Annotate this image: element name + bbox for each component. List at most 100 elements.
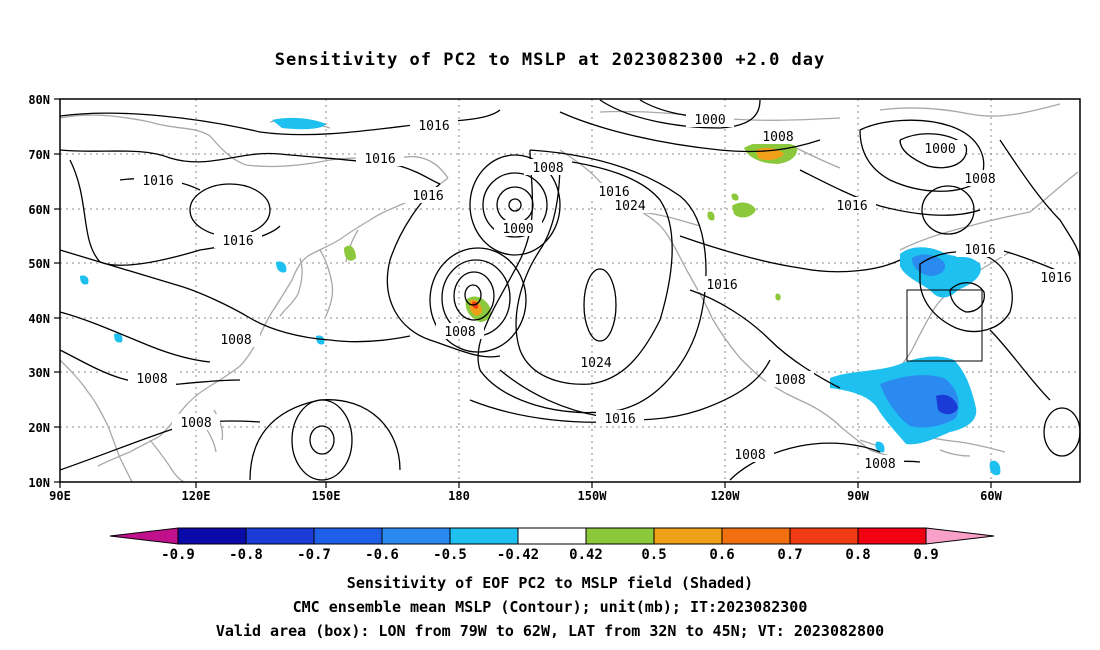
- colorbar-swatch: [517, 527, 587, 545]
- mslp-contours: [59, 99, 1081, 481]
- shading-negative-caribbean-mid: [880, 375, 959, 428]
- lat-label: 20N: [28, 421, 50, 435]
- map-panel: 1016 1016 1016 1016 1016 1008 1000 1008 …: [54, 98, 1081, 488]
- colorbar-label: -0.8: [229, 547, 263, 563]
- shading-negative-small-5: [316, 335, 325, 345]
- contour-label-text: 1016: [604, 412, 635, 427]
- shading-positive-small-3: [775, 293, 781, 301]
- lat-label: 60N: [28, 203, 50, 217]
- colorbar-end-high: [925, 527, 995, 545]
- contour-label-text: 1016: [412, 189, 443, 204]
- shading-negative-small-4: [114, 333, 123, 343]
- contour-label: 1000: [494, 220, 542, 237]
- contour-labels: 1016 1016 1016 1016 1016 1008 1000 1008 …: [128, 111, 1080, 472]
- contour-label: 1008: [524, 159, 572, 176]
- contour-label: 1000: [686, 111, 734, 128]
- caption-line-3: Valid area (box): LON from 79W to 62W, L…: [215, 622, 885, 640]
- map-title: Sensitivity of PC2 to MSLP at 2023082300…: [274, 50, 826, 70]
- colorbar-end-low: [109, 527, 179, 545]
- contour-label-text: 1024: [614, 199, 645, 214]
- contour-label: 1016: [956, 241, 1004, 258]
- contour-label-text: 1016: [836, 199, 867, 214]
- contour-label: 1008: [754, 128, 802, 145]
- lon-label: 150W: [578, 489, 608, 503]
- latitude-labels: 80N 70N 60N 50N 40N 30N 20N 10N: [28, 93, 50, 490]
- contour-label: 1000: [916, 140, 964, 157]
- shading-negative-small-3: [80, 275, 89, 285]
- sensitivity-shading: [80, 117, 1001, 476]
- contour-label-text: 1016: [964, 243, 995, 258]
- colorbar-swatch: [653, 527, 723, 545]
- contour-label-text: 1016: [364, 152, 395, 167]
- colorbar-label: 0.42: [569, 547, 603, 563]
- contour-label-text: 1008: [532, 161, 563, 176]
- lon-label: 150E: [312, 489, 341, 503]
- lat-label: 10N: [28, 476, 50, 490]
- contour-label-text: 1000: [502, 222, 533, 237]
- colorbar-swatch: [177, 527, 247, 545]
- caption-line-2: CMC ensemble mean MSLP (Contour); unit(m…: [292, 598, 808, 616]
- contour-label-text: 1008: [964, 172, 995, 187]
- colorbar-swatch: [789, 527, 859, 545]
- contour-label-text: 1008: [774, 373, 805, 388]
- lon-label: 90E: [49, 489, 71, 503]
- caption-line-1: Sensitivity of EOF PC2 to MSLP field (Sh…: [346, 574, 754, 592]
- lat-label: 30N: [28, 366, 50, 380]
- shading-negative-small-6: [875, 441, 885, 453]
- contour-label-text: 1008: [734, 448, 765, 463]
- colorbar-swatch: [313, 527, 383, 545]
- shading-negative-caribbean-core: [936, 394, 958, 415]
- contour-label: 1016: [1032, 269, 1080, 286]
- colorbar-swatch: [449, 527, 519, 545]
- contour-label: 1008: [956, 170, 1004, 187]
- contour-label-text: 1016: [598, 185, 629, 200]
- contour-label: 1024: [572, 354, 620, 371]
- shading-negative-arctic: [272, 117, 326, 130]
- contour-label: 1016: [404, 187, 452, 204]
- contour-label: 1008: [172, 414, 220, 431]
- contour-label: 1008: [856, 455, 904, 472]
- contour-label-text: 1016: [222, 234, 253, 249]
- contour-label-text: 1000: [694, 113, 725, 128]
- longitude-labels: 90E 120E 150E 180 150W 120W 90W 60W: [49, 489, 1002, 503]
- contour-label-text: 1008: [180, 416, 211, 431]
- colorbar-label: -0.7: [297, 547, 331, 563]
- shading-positive-canada: [732, 202, 756, 218]
- colorbar: -0.9 -0.8 -0.7 -0.6 -0.5 -0.42 0.42 0.5 0.6 0.7 0.…: [109, 527, 995, 563]
- colorbar-label: -0.42: [497, 547, 539, 563]
- contour-label: 1008: [766, 371, 814, 388]
- contour-label-text: 1008: [220, 333, 251, 348]
- contour-label: 1016: [214, 232, 262, 249]
- contour-label-text: 1016: [706, 278, 737, 293]
- valid-area-box: [906, 289, 983, 362]
- shading-positive-small-2: [731, 193, 739, 201]
- contour-label: 1008: [436, 323, 484, 340]
- contour-label-text: 1016: [142, 174, 173, 189]
- shading-negative-small-1: [276, 261, 287, 273]
- contour-label: 1016: [410, 117, 458, 134]
- lon-label: 120E: [182, 489, 211, 503]
- colorbar-label: 0.9: [913, 547, 938, 563]
- contour-label-text: 1008: [136, 372, 167, 387]
- colorbar-label: 0.8: [845, 547, 870, 563]
- lon-label: 180: [448, 489, 470, 503]
- lon-label: 60W: [980, 489, 1002, 503]
- colorbar-swatch: [585, 527, 655, 545]
- contour-label-text: 1000: [924, 142, 955, 157]
- lat-label: 50N: [28, 257, 50, 271]
- map-border: [59, 98, 1081, 483]
- contour-label: 1008: [726, 446, 774, 463]
- shading-positive-kamchatka: [344, 245, 356, 261]
- contour-label-text: 1008: [762, 130, 793, 145]
- contour-label: 1024: [606, 197, 654, 214]
- lat-label: 70N: [28, 148, 50, 162]
- colorbar-label: -0.5: [433, 547, 467, 563]
- lat-label: 40N: [28, 312, 50, 326]
- colorbar-swatch: [245, 527, 315, 545]
- contour-label-text: 1024: [580, 356, 611, 371]
- contour-label: 1016: [698, 276, 746, 293]
- contour-label-text: 1016: [1040, 271, 1071, 286]
- lon-label: 120W: [711, 489, 741, 503]
- contour-label: 1016: [590, 183, 638, 200]
